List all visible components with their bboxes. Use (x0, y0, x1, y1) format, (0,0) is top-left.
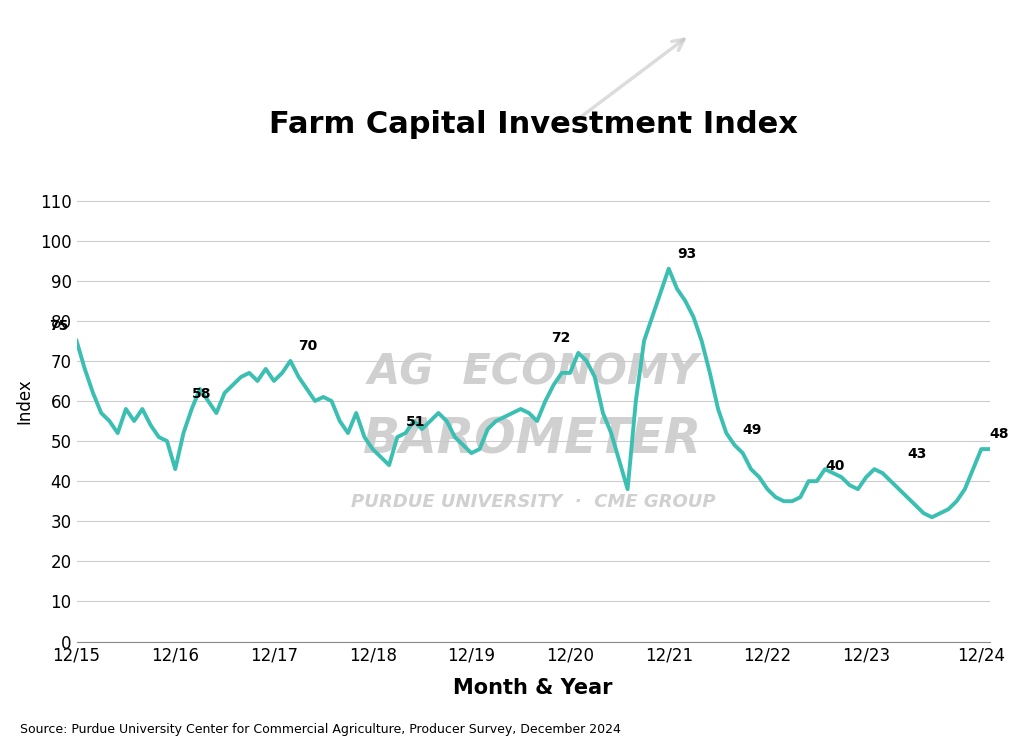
Y-axis label: Index: Index (15, 378, 33, 424)
Text: 93: 93 (677, 247, 696, 261)
Text: 51: 51 (406, 415, 425, 429)
Title: Farm Capital Investment Index: Farm Capital Investment Index (268, 110, 798, 139)
Text: 43: 43 (907, 447, 927, 461)
Text: 72: 72 (551, 331, 570, 345)
Text: Source: Purdue University Center for Commercial Agriculture, Producer Survey, De: Source: Purdue University Center for Com… (20, 723, 622, 736)
Text: PURDUE UNIVERSITY  ·  CME GROUP: PURDUE UNIVERSITY · CME GROUP (350, 493, 716, 511)
Text: 40: 40 (825, 459, 845, 473)
Text: 70: 70 (299, 339, 317, 353)
Text: 48: 48 (989, 427, 1009, 441)
Text: 58: 58 (191, 387, 211, 401)
Text: 49: 49 (742, 423, 762, 437)
Text: AG  ECONOMY: AG ECONOMY (368, 351, 698, 393)
Text: BAROMETER: BAROMETER (364, 415, 702, 464)
X-axis label: Month & Year: Month & Year (454, 678, 612, 698)
Text: 75: 75 (49, 319, 69, 333)
